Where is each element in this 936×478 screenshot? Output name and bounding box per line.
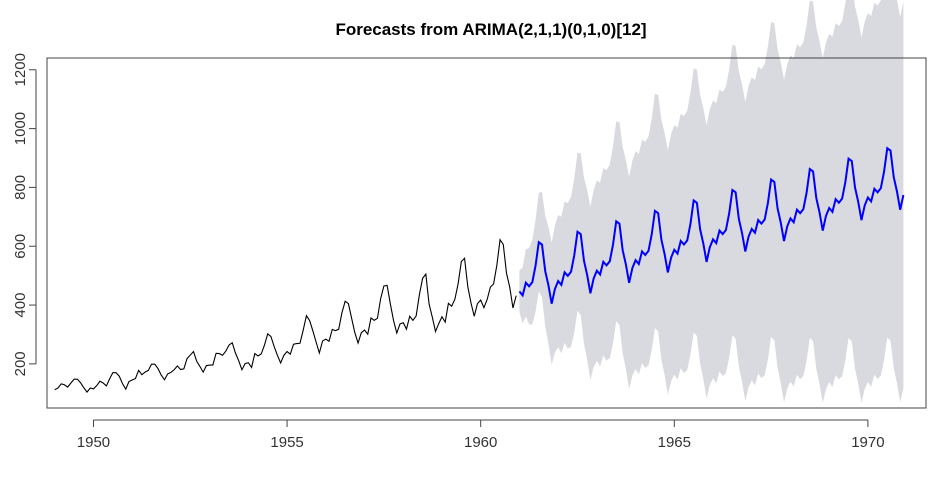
prediction-band-area — [519, 0, 904, 403]
prediction-interval-band — [519, 0, 904, 403]
x-tick-label: 1965 — [658, 434, 691, 451]
x-tick-label: 1970 — [851, 434, 884, 451]
forecast-series — [518, 146, 905, 304]
x-axis: 1950 1955 1960 1965 1970 — [77, 419, 885, 451]
plot-frame — [46, 57, 927, 409]
y-tick-label: 400 — [12, 293, 29, 318]
x-tick-label: 1960 — [464, 434, 497, 451]
y-tick-label: 1200 — [12, 53, 29, 86]
history-series — [54, 238, 517, 394]
x-tick-label: 1955 — [270, 434, 303, 451]
chart-title: Forecasts from ARIMA(2,1,1)(0,1,0)[12] — [335, 20, 646, 39]
history-line — [54, 238, 517, 394]
y-tick-label: 600 — [12, 234, 29, 259]
forecast-line — [518, 146, 905, 304]
x-tick-label: 1950 — [77, 434, 110, 451]
y-tick-label: 1000 — [12, 112, 29, 145]
y-axis: 200 400 600 800 1000 1200 — [12, 53, 37, 376]
y-tick-label: 200 — [12, 351, 29, 376]
y-tick-label: 800 — [12, 175, 29, 200]
